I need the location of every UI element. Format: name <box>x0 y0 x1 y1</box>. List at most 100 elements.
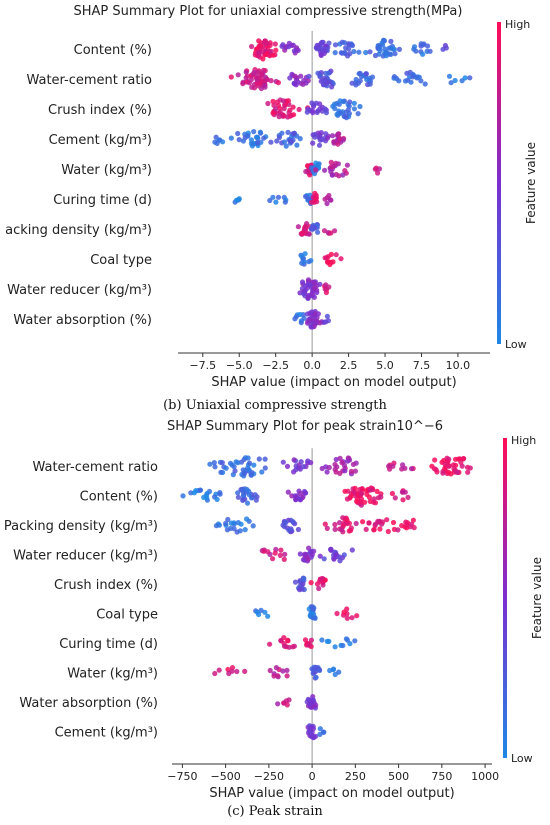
shap-point <box>240 138 246 144</box>
shap-point <box>287 113 293 119</box>
feature-label: Coal type <box>90 253 152 268</box>
shap-point <box>328 547 334 553</box>
x-tick-label: −750 <box>167 770 197 783</box>
shap-point <box>322 167 328 173</box>
shap-point <box>335 132 341 138</box>
shap-point <box>332 644 338 650</box>
shap-point <box>465 469 471 475</box>
shap-point <box>371 496 377 502</box>
feature-label: Water absorption (%) <box>13 313 152 328</box>
shap-point <box>388 38 394 45</box>
shap-point <box>292 579 299 585</box>
shap-point <box>248 472 254 478</box>
shap-point <box>285 129 291 135</box>
shap-point <box>265 549 271 555</box>
shap-point <box>377 47 383 54</box>
shap-point <box>270 194 276 200</box>
shap-point <box>244 516 250 522</box>
shap-point <box>327 261 333 268</box>
shap-point <box>390 46 396 52</box>
shap-point <box>300 557 306 563</box>
shap-point <box>328 230 334 236</box>
shap-point <box>410 517 416 523</box>
shap-point <box>353 520 359 527</box>
shap-point <box>303 223 309 229</box>
shap-point <box>317 101 323 107</box>
shap-point <box>317 667 323 673</box>
shap-point <box>313 160 319 166</box>
shap-point <box>343 109 349 115</box>
shap-point <box>320 582 326 588</box>
shap-point <box>264 50 270 57</box>
shap-point <box>305 318 311 325</box>
shap-point <box>256 38 262 44</box>
shap-point <box>354 498 360 504</box>
shap-point <box>321 556 327 562</box>
shap-point <box>320 39 326 46</box>
shap-point <box>280 98 287 104</box>
shap-point <box>315 229 321 235</box>
shap-point <box>317 281 323 287</box>
shap-point <box>294 142 300 148</box>
shap-point <box>329 172 335 178</box>
shap-point <box>329 84 335 90</box>
shap-point <box>313 733 319 739</box>
colorbar-label: Feature value <box>524 142 538 224</box>
shap-point <box>337 520 343 526</box>
shap-point <box>391 74 397 80</box>
shap-point <box>325 70 332 76</box>
shap-point <box>381 38 387 44</box>
shap-point <box>334 111 340 117</box>
shap-point <box>262 465 268 471</box>
shap-point <box>310 606 316 612</box>
shap-point <box>363 488 369 494</box>
shap-point <box>302 551 308 557</box>
shap-point <box>235 460 241 466</box>
shap-point <box>422 81 428 87</box>
shap-point <box>462 75 468 81</box>
shap-point <box>258 607 264 613</box>
shap-point <box>332 526 338 532</box>
shap-point <box>291 457 297 463</box>
shap-point <box>274 138 280 144</box>
shap-point <box>297 466 303 472</box>
feature-label: Water (kg/m³) <box>61 163 152 178</box>
shap-point <box>349 615 355 621</box>
shap-point <box>242 455 249 461</box>
shap-point <box>357 486 363 493</box>
shap-point <box>332 228 338 234</box>
colorbar <box>497 22 501 344</box>
shap-point <box>271 673 277 679</box>
feature-label: Water (kg/m³) <box>67 667 158 682</box>
shap-point <box>320 729 327 735</box>
shap-point <box>240 467 246 473</box>
shap-point <box>281 139 287 145</box>
shap-point <box>347 641 353 647</box>
shap-point <box>287 107 293 113</box>
shap-point <box>236 137 242 143</box>
shap-point <box>235 520 241 526</box>
shap-point <box>235 72 241 78</box>
shap-point <box>328 197 334 203</box>
shap-point <box>446 463 452 469</box>
shap-point <box>351 48 357 55</box>
shap-point <box>191 490 197 496</box>
shap-point <box>392 51 398 57</box>
shap-point <box>342 468 348 474</box>
shap-point <box>405 494 411 500</box>
shap-point <box>303 230 309 236</box>
x-axis-label: SHAP value (impact on model output) <box>211 375 456 390</box>
shap-point <box>383 53 389 59</box>
shap-point <box>229 668 235 674</box>
shap-point <box>308 702 314 708</box>
shap-point <box>349 547 355 553</box>
shap-point <box>319 637 325 643</box>
shap-point <box>332 521 338 528</box>
shap-point <box>446 73 453 79</box>
shap-point <box>411 525 417 531</box>
shap-point <box>339 527 345 533</box>
shap-point <box>265 613 271 619</box>
shap-point <box>363 526 369 532</box>
shap-point <box>332 461 338 468</box>
shap-point <box>225 666 231 673</box>
